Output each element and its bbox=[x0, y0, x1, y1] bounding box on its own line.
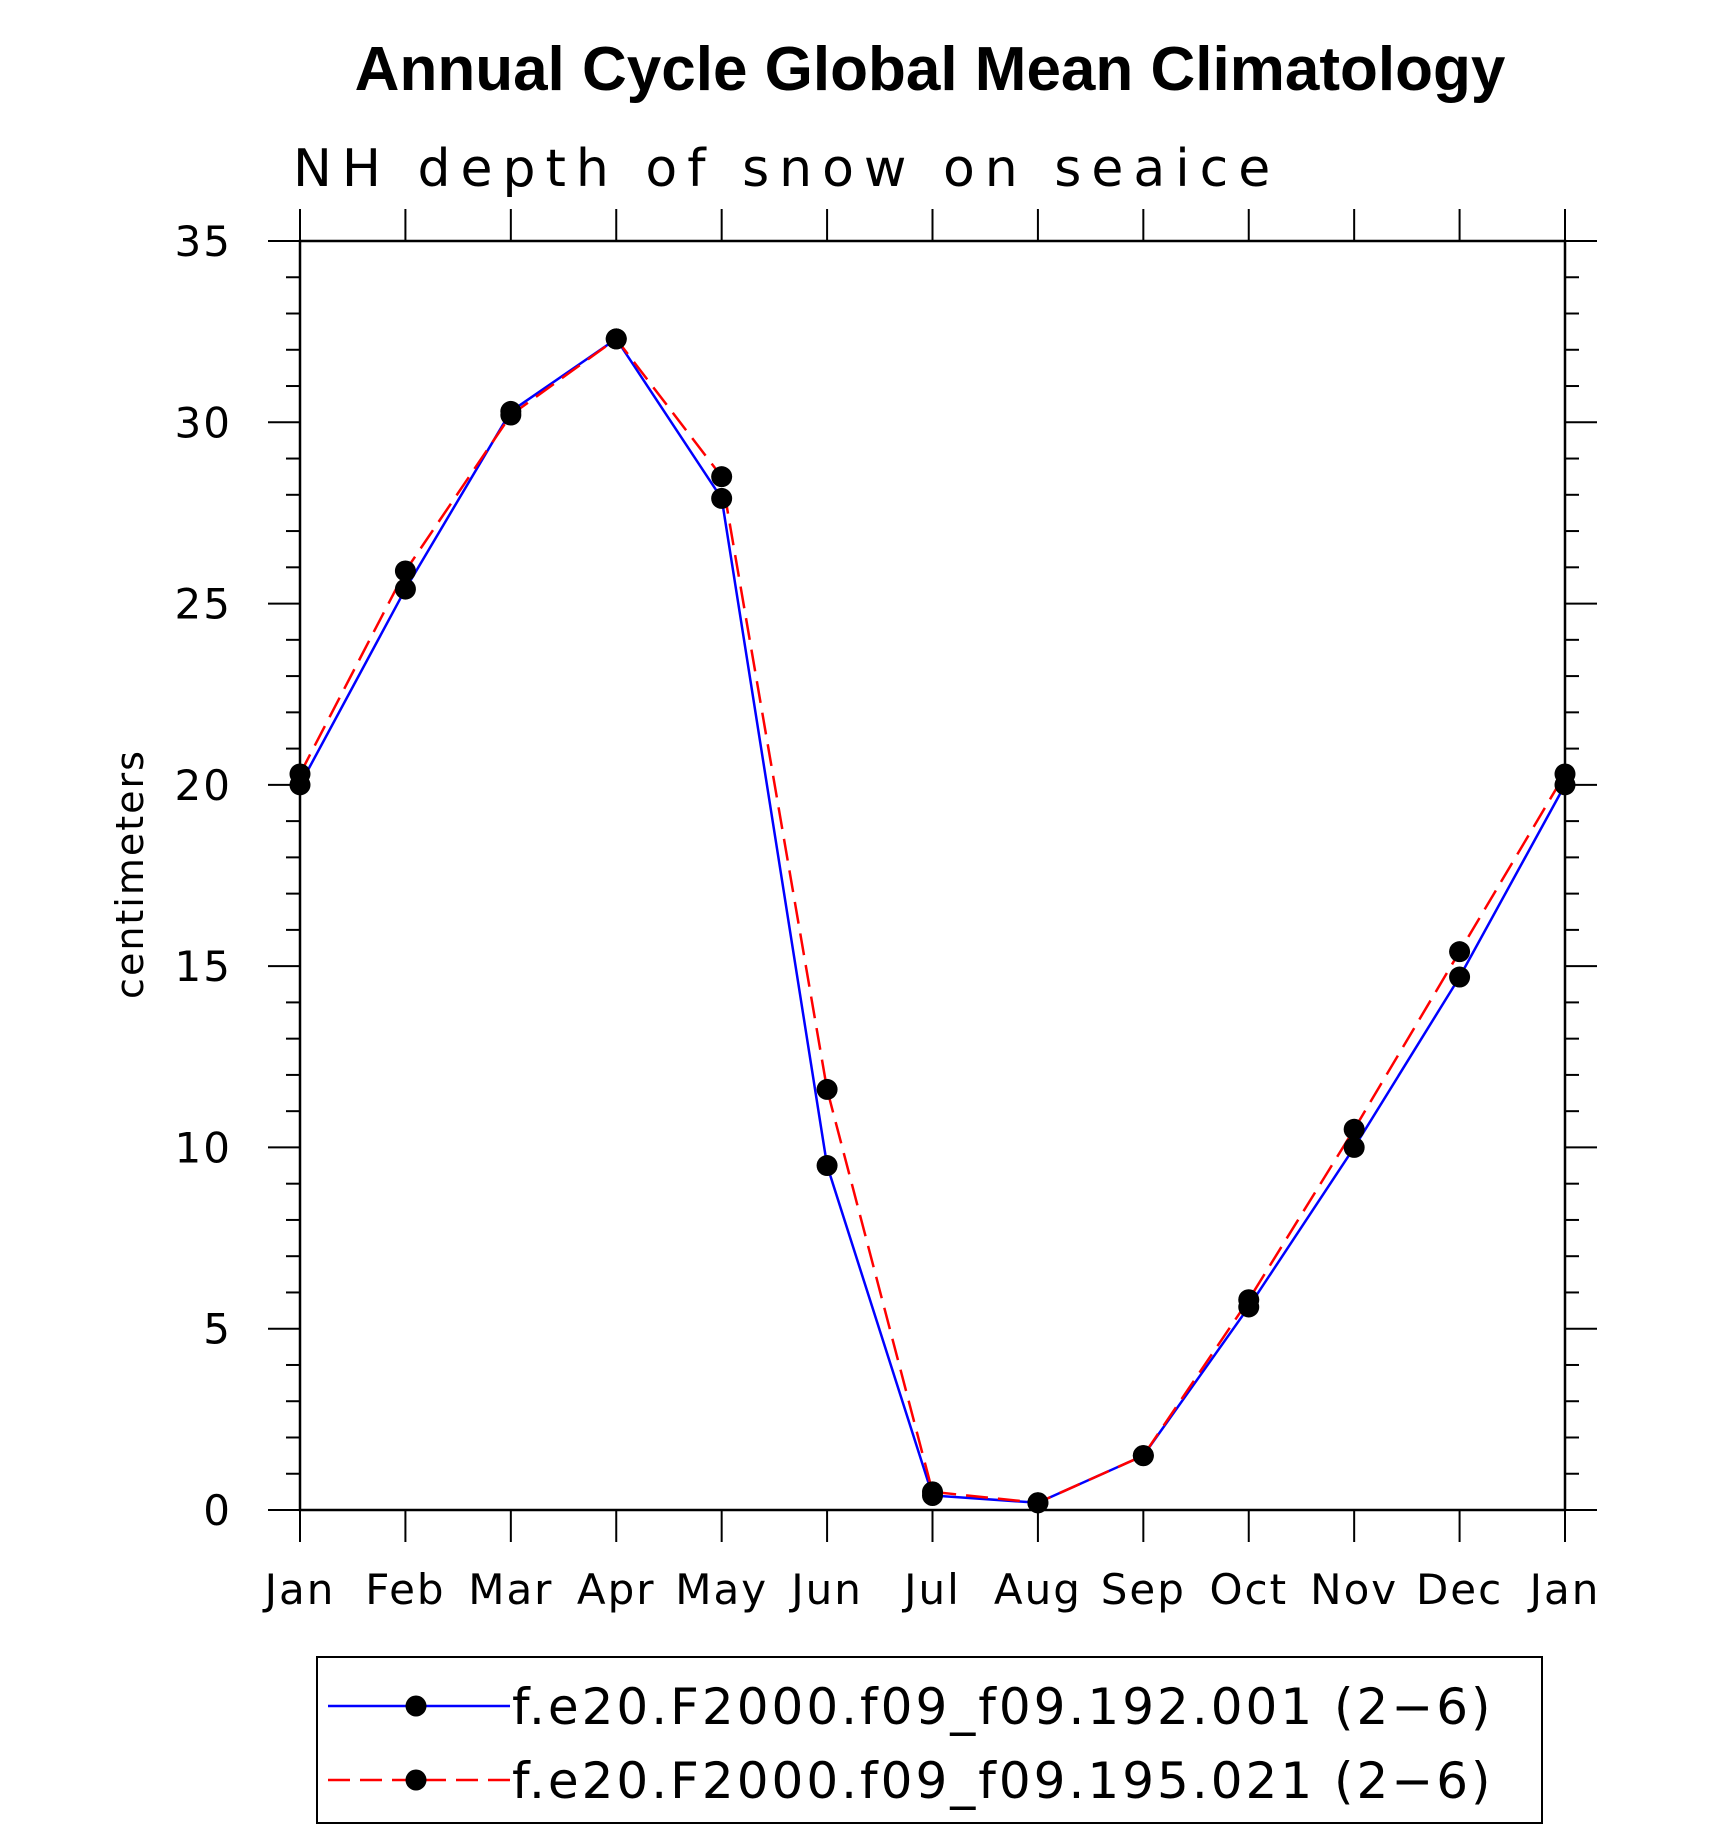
x-tick-label: Nov bbox=[1310, 1565, 1398, 1614]
chart-title: Annual Cycle Global Mean Climatology bbox=[355, 35, 1506, 104]
x-tick-label: Oct bbox=[1209, 1565, 1288, 1614]
data-point bbox=[289, 763, 311, 785]
data-point bbox=[1343, 1136, 1365, 1158]
x-tick-label: Jan bbox=[1527, 1565, 1601, 1614]
data-point bbox=[711, 487, 733, 509]
x-tick-label: Apr bbox=[577, 1565, 656, 1614]
y-tick-label: 35 bbox=[175, 217, 232, 266]
x-tick-label: Mar bbox=[468, 1565, 553, 1614]
legend-label-2: f.e20.F2000.f09_f09.195.021 (2−6) bbox=[512, 1752, 1494, 1810]
y-tick-label: 0 bbox=[203, 1486, 232, 1535]
x-tick-label: Jan bbox=[262, 1565, 336, 1614]
data-point bbox=[500, 404, 522, 426]
y-tick-label: 15 bbox=[175, 942, 232, 991]
data-point bbox=[1027, 1492, 1049, 1514]
x-tick-label: Jun bbox=[788, 1565, 863, 1614]
data-point bbox=[816, 1155, 838, 1177]
x-tick-label: Sep bbox=[1101, 1565, 1186, 1614]
data-point bbox=[1449, 966, 1471, 988]
data-point bbox=[1449, 941, 1471, 963]
data-point bbox=[922, 1481, 943, 1503]
data-point bbox=[605, 328, 627, 350]
series-line-2 bbox=[298, 337, 1567, 1505]
data-point bbox=[394, 578, 416, 600]
data-point bbox=[394, 560, 416, 582]
chart-subtitle: NH depth of snow on seaice bbox=[293, 139, 1280, 199]
legend: f.e20.F2000.f09_f09.192.001 (2−6) f.e20.F… bbox=[328, 1678, 1494, 1810]
data-point bbox=[1238, 1289, 1260, 1311]
x-tick-label: Feb bbox=[365, 1565, 445, 1614]
legend-marker-2 bbox=[405, 1769, 427, 1791]
data-point bbox=[1343, 1118, 1365, 1140]
y-axis-label: centimeters bbox=[108, 749, 152, 999]
legend-box bbox=[316, 1656, 1543, 1824]
axes: 0 5 10 15 20 25 30 35 Jan Feb Mar Apr May Jun Jul Aug Se… bbox=[175, 209, 1601, 1614]
legend-label-1: f.e20.F2000.f09_f09.192.001 (2−6) bbox=[512, 1678, 1494, 1736]
data-point bbox=[1132, 1445, 1154, 1467]
y-tick-label: 20 bbox=[175, 761, 232, 810]
x-tick-label: Dec bbox=[1416, 1565, 1503, 1614]
data-point bbox=[1554, 763, 1576, 785]
x-tick-label: May bbox=[675, 1565, 768, 1614]
y-tick-label: 5 bbox=[203, 1305, 232, 1354]
data-point bbox=[816, 1078, 838, 1100]
plot-frame bbox=[298, 239, 1567, 1512]
y-tick-label: 30 bbox=[175, 398, 232, 447]
series-line-1 bbox=[298, 337, 1567, 1505]
series-group bbox=[289, 328, 1576, 1514]
x-tick-label: Aug bbox=[994, 1565, 1082, 1614]
legend-marker-1 bbox=[405, 1695, 427, 1717]
y-tick-label: 25 bbox=[175, 580, 232, 629]
x-tick-label: Jul bbox=[901, 1565, 961, 1614]
data-point bbox=[711, 466, 733, 488]
y-tick-label: 10 bbox=[175, 1123, 232, 1172]
